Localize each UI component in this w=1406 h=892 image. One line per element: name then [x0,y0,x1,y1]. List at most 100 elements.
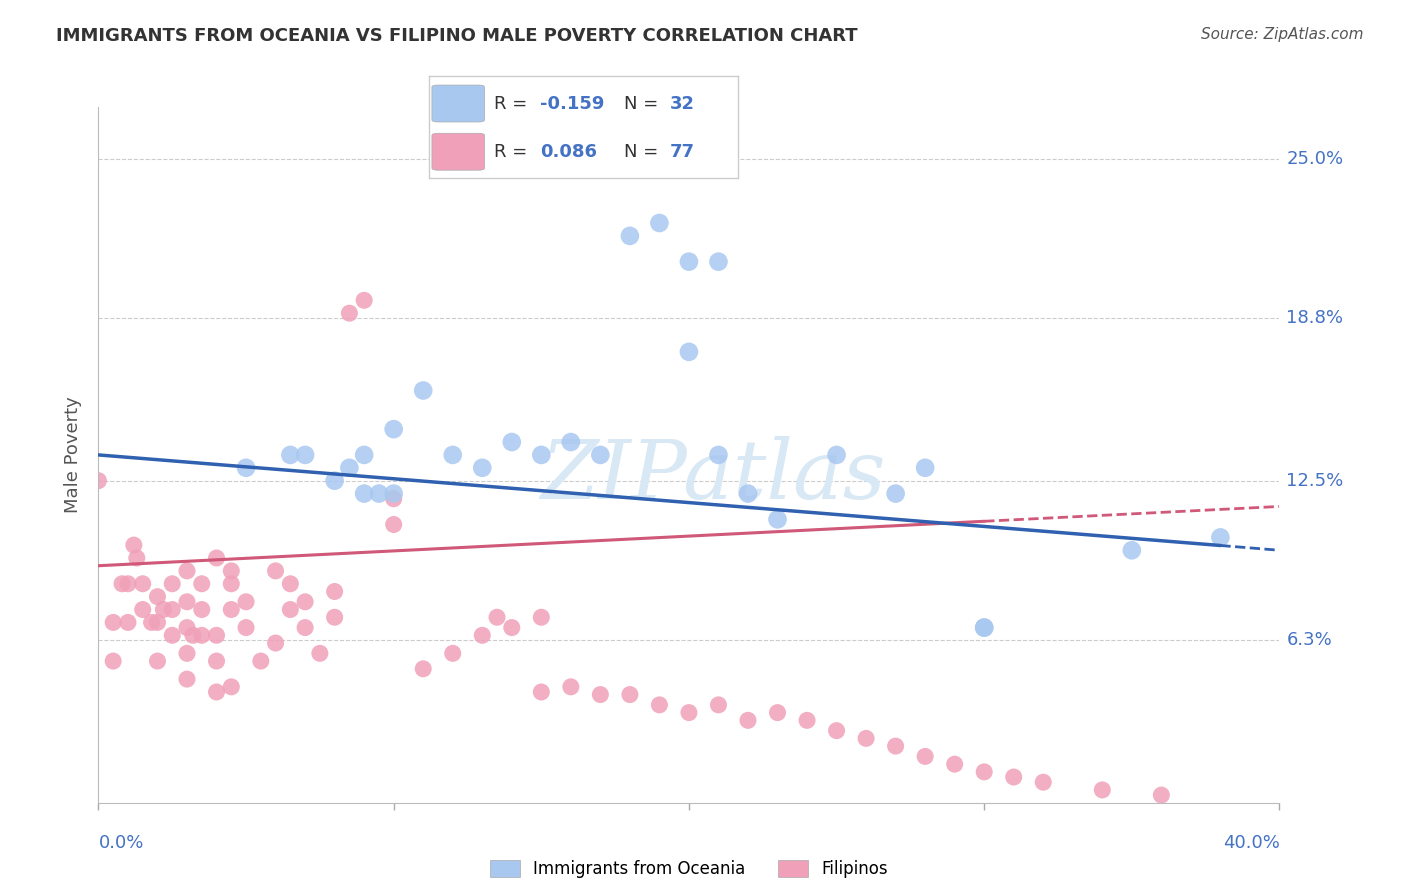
Point [648,216,671,230]
Point [125,551,148,566]
Text: 32: 32 [671,95,695,112]
Point [486,610,509,624]
Point [382,491,405,506]
Point [235,460,257,475]
Point [943,757,966,772]
Point [353,448,375,462]
Text: 40.0%: 40.0% [1223,834,1279,852]
Point [589,448,612,462]
Text: R =: R = [494,95,533,112]
Point [117,576,139,591]
Text: 18.8%: 18.8% [1286,310,1344,327]
Point [294,448,316,462]
Point [323,584,346,599]
Text: 77: 77 [671,143,695,161]
Point [141,615,163,630]
Point [205,628,228,642]
Point [250,654,273,668]
Point [766,512,789,526]
Point [235,595,257,609]
Point [855,731,877,746]
Text: ZIPatlas: ZIPatlas [540,436,886,516]
Point [294,595,316,609]
Point [103,615,125,630]
Point [146,615,169,630]
Point [678,344,700,359]
Point [530,685,553,699]
Point [146,590,169,604]
Point [530,448,553,462]
Point [122,538,145,552]
Point [117,615,139,630]
Point [309,646,332,660]
Legend: Immigrants from Oceania, Filipinos: Immigrants from Oceania, Filipinos [482,854,896,885]
Point [1150,788,1173,802]
Y-axis label: Male Poverty: Male Poverty [65,397,83,513]
Point [471,460,494,475]
Text: 0.0%: 0.0% [98,834,143,852]
Point [294,621,316,635]
Point [530,610,553,624]
Point [707,698,730,712]
Point [560,435,582,450]
Point [162,628,183,642]
Point [323,474,346,488]
Point [501,435,523,450]
Point [589,688,612,702]
Point [278,602,302,616]
Point [162,576,183,591]
Point [162,602,183,616]
Point [132,576,155,591]
Point [111,576,134,591]
Point [337,306,360,320]
Point [146,654,169,668]
Point [678,254,700,268]
Text: 6.3%: 6.3% [1286,632,1333,649]
Point [382,486,405,500]
Point [176,672,198,686]
Point [707,254,730,268]
FancyBboxPatch shape [432,133,485,170]
Point [337,460,360,475]
Text: N =: N = [624,95,664,112]
Point [973,764,995,779]
Point [1032,775,1054,789]
Text: 12.5%: 12.5% [1286,472,1344,490]
Point [191,628,214,642]
Point [264,564,287,578]
Point [825,448,848,462]
Point [278,576,302,591]
Point [619,688,641,702]
Point [353,486,375,500]
FancyBboxPatch shape [432,85,485,122]
Point [191,576,214,591]
Point [87,474,110,488]
Point [737,714,759,728]
Point [412,384,434,398]
Point [152,602,174,616]
Point [825,723,848,738]
Point [132,602,155,616]
Point [1209,530,1232,544]
Point [884,739,907,753]
Point [382,517,405,532]
Point [707,448,730,462]
Point [205,551,228,566]
Point [973,621,995,635]
Point [235,621,257,635]
Point [1091,783,1114,797]
Text: Source: ZipAtlas.com: Source: ZipAtlas.com [1201,27,1364,42]
Point [191,602,214,616]
Point [219,564,242,578]
Point [353,293,375,308]
Point [766,706,789,720]
Point [648,698,671,712]
Point [205,654,228,668]
Point [1002,770,1025,784]
Point [323,610,346,624]
Point [181,628,204,642]
Point [678,706,700,720]
Point [737,486,759,500]
Point [205,685,228,699]
Text: 25.0%: 25.0% [1286,150,1344,168]
